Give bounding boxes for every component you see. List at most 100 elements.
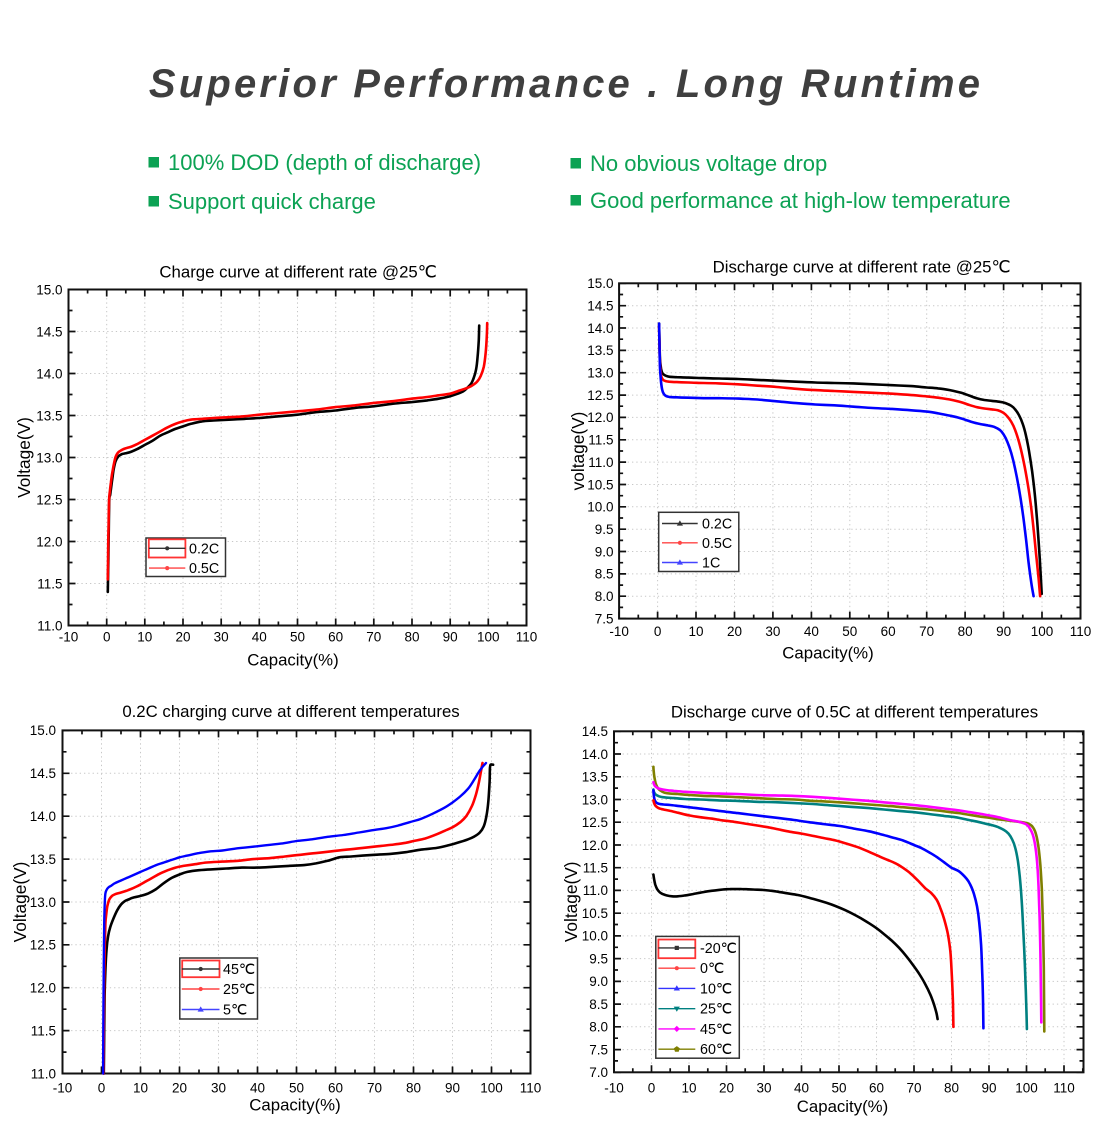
- svg-text:12.0: 12.0: [587, 410, 613, 425]
- svg-text:Charge curve at different rate: Charge curve at different rate @25℃: [159, 263, 436, 282]
- svg-text:13.0: 13.0: [582, 792, 608, 807]
- svg-text:10℃: 10℃: [700, 981, 732, 997]
- svg-text:13.0: 13.0: [587, 366, 613, 381]
- svg-text:7.5: 7.5: [589, 1042, 608, 1057]
- svg-text:25℃: 25℃: [700, 1002, 732, 1018]
- svg-text:14.0: 14.0: [587, 321, 613, 336]
- svg-text:12.5: 12.5: [582, 815, 608, 830]
- svg-text:0.5C: 0.5C: [189, 561, 219, 577]
- svg-text:13.0: 13.0: [36, 450, 62, 465]
- svg-text:60: 60: [328, 630, 343, 645]
- svg-text:13.5: 13.5: [587, 343, 613, 358]
- svg-text:Voltage(V): Voltage(V): [561, 861, 581, 942]
- svg-text:10: 10: [688, 624, 703, 639]
- svg-text:0.2C: 0.2C: [189, 541, 219, 557]
- svg-text:12.0: 12.0: [582, 838, 608, 853]
- svg-text:8.5: 8.5: [595, 567, 614, 582]
- svg-text:-10: -10: [609, 624, 629, 639]
- svg-text:Voltage(V): Voltage(V): [14, 417, 34, 498]
- svg-text:14.0: 14.0: [582, 747, 608, 762]
- svg-text:110: 110: [1053, 1081, 1075, 1096]
- svg-text:110: 110: [516, 630, 538, 645]
- svg-text:12.5: 12.5: [36, 492, 62, 507]
- svg-text:Capacity(%): Capacity(%): [247, 651, 338, 670]
- svg-text:60: 60: [869, 1081, 884, 1096]
- svg-text:15.0: 15.0: [36, 282, 62, 297]
- svg-text:15.0: 15.0: [30, 723, 56, 738]
- svg-text:10.5: 10.5: [587, 477, 613, 492]
- svg-text:50: 50: [289, 1080, 304, 1095]
- svg-text:8.5: 8.5: [589, 997, 608, 1012]
- svg-text:10: 10: [681, 1081, 696, 1096]
- svg-text:14.5: 14.5: [587, 299, 613, 314]
- svg-text:11.0: 11.0: [31, 1066, 56, 1081]
- svg-text:25℃: 25℃: [223, 982, 255, 998]
- svg-text:11.0: 11.0: [37, 618, 62, 633]
- svg-text:50: 50: [290, 630, 305, 645]
- svg-text:80: 80: [944, 1081, 959, 1096]
- svg-text:Capacity(%): Capacity(%): [782, 643, 873, 662]
- svg-text:20: 20: [172, 1080, 187, 1095]
- svg-text:5℃: 5℃: [223, 1003, 247, 1019]
- svg-text:50: 50: [831, 1081, 846, 1096]
- svg-text:13.5: 13.5: [36, 408, 62, 423]
- svg-text:11.5: 11.5: [588, 433, 613, 448]
- svg-text:11.0: 11.0: [583, 883, 608, 898]
- svg-text:10.0: 10.0: [587, 500, 613, 515]
- svg-text:0℃: 0℃: [700, 961, 724, 977]
- svg-text:11.5: 11.5: [37, 576, 62, 591]
- svg-text:45℃: 45℃: [700, 1022, 732, 1038]
- svg-text:7.0: 7.0: [589, 1065, 608, 1080]
- svg-text:70: 70: [906, 1081, 921, 1096]
- svg-text:100: 100: [477, 630, 500, 645]
- svg-text:-10: -10: [604, 1081, 624, 1096]
- svg-text:13.5: 13.5: [30, 852, 56, 867]
- svg-text:90: 90: [981, 1081, 996, 1096]
- svg-text:Superior Performance . Long Ru: Superior Performance . Long Runtime: [149, 62, 983, 106]
- svg-text:14.5: 14.5: [582, 724, 608, 739]
- svg-text:8.0: 8.0: [595, 589, 614, 604]
- svg-text:voltage(V): voltage(V): [568, 412, 588, 491]
- svg-text:70: 70: [919, 624, 934, 639]
- svg-text:45℃: 45℃: [223, 962, 255, 978]
- svg-text:-10: -10: [59, 630, 79, 645]
- svg-text:0.5C: 0.5C: [702, 536, 732, 552]
- svg-text:0: 0: [654, 624, 662, 639]
- svg-text:8.0: 8.0: [589, 1020, 608, 1035]
- svg-text:20: 20: [175, 630, 190, 645]
- svg-text:15.0: 15.0: [587, 276, 613, 291]
- svg-text:100: 100: [480, 1080, 503, 1095]
- svg-text:9.0: 9.0: [595, 544, 614, 559]
- svg-text:Discharge curve of 0.5C at dif: Discharge curve of 0.5C at different tem…: [671, 703, 1038, 722]
- svg-text:12.0: 12.0: [36, 534, 62, 549]
- svg-text:50: 50: [842, 624, 857, 639]
- svg-text:13.0: 13.0: [30, 895, 56, 910]
- svg-text:90: 90: [996, 624, 1011, 639]
- svg-text:7.5: 7.5: [595, 611, 614, 626]
- svg-text:60: 60: [328, 1080, 343, 1095]
- svg-text:14.0: 14.0: [36, 366, 62, 381]
- svg-text:Capacity(%): Capacity(%): [249, 1096, 340, 1115]
- svg-text:-10: -10: [53, 1080, 73, 1095]
- svg-text:40: 40: [250, 1080, 265, 1095]
- svg-text:20: 20: [727, 624, 742, 639]
- svg-text:Support quick charge: Support quick charge: [168, 189, 376, 214]
- svg-text:14.0: 14.0: [30, 809, 56, 824]
- svg-text:10.0: 10.0: [582, 929, 608, 944]
- svg-text:90: 90: [445, 1080, 460, 1095]
- svg-text:10: 10: [137, 630, 152, 645]
- svg-text:30: 30: [756, 1081, 771, 1096]
- svg-text:10.5: 10.5: [582, 906, 608, 921]
- svg-text:13.5: 13.5: [582, 770, 608, 785]
- svg-text:100: 100: [1015, 1081, 1038, 1096]
- svg-text:70: 70: [366, 630, 381, 645]
- svg-text:80: 80: [404, 630, 419, 645]
- svg-text:9.5: 9.5: [589, 951, 608, 966]
- svg-text:1C: 1C: [702, 556, 720, 572]
- svg-text:14.5: 14.5: [36, 324, 62, 339]
- svg-text:Discharge curve at different r: Discharge curve at different rate @25℃: [713, 258, 1011, 277]
- svg-text:12.0: 12.0: [30, 981, 56, 996]
- svg-text:Good performance at high-low t: Good performance at high-low temperature: [590, 188, 1011, 213]
- svg-text:90: 90: [443, 630, 458, 645]
- svg-text:80: 80: [406, 1080, 421, 1095]
